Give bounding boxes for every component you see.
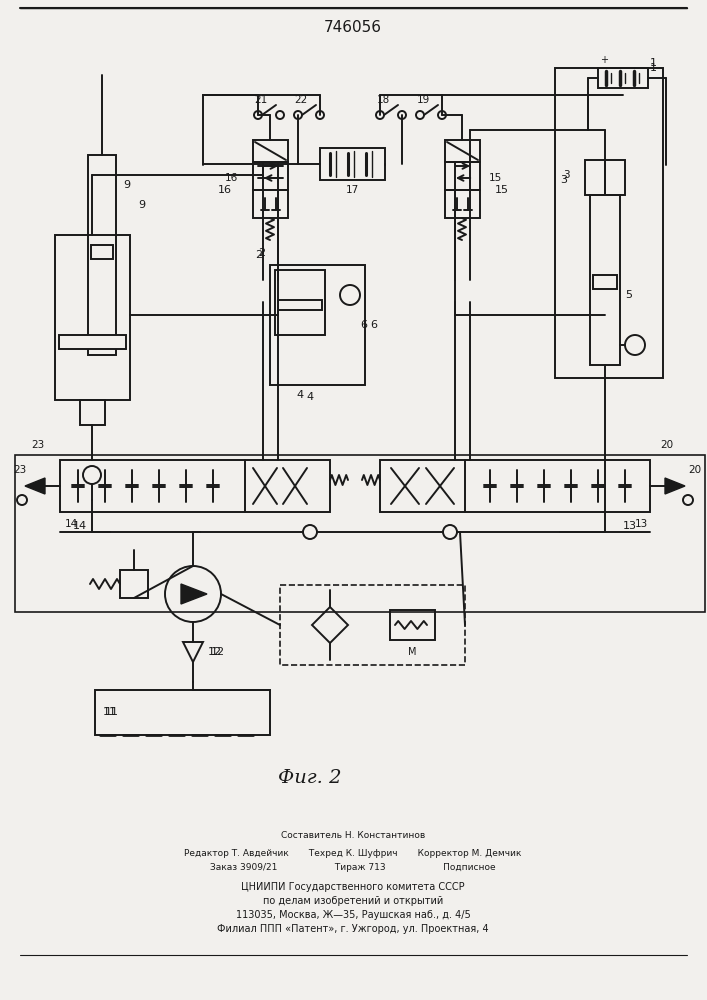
Bar [278,300,322,310]
Text: 13: 13 [623,521,637,531]
Text: 14: 14 [73,521,87,531]
Text: +: + [600,55,608,65]
Text: 6: 6 [370,320,377,330]
Bar [445,190,480,218]
Text: 15: 15 [489,173,502,183]
Bar [80,400,105,425]
Bar [95,690,270,735]
Text: 23: 23 [31,440,45,450]
Text: 113035, Москва, Ж—35, Раушская наб., д. 4/5: 113035, Москва, Ж—35, Раушская наб., д. … [235,910,470,920]
Text: 1: 1 [650,63,657,73]
Text: 17: 17 [346,185,358,195]
Bar [253,162,288,190]
Text: M: M [408,647,416,657]
Bar [390,610,435,640]
Text: 3: 3 [560,175,567,185]
Bar [253,140,288,162]
Polygon shape [181,584,207,604]
Text: Редактор Т. Авдейчик       Техред К. Шуфрич       Корректор М. Демчик: Редактор Т. Авдейчик Техред К. Шуфрич Ко… [185,848,522,857]
Bar [585,160,625,195]
Text: 14: 14 [65,519,78,529]
Text: 20: 20 [688,465,701,475]
Bar [120,570,148,598]
Text: Заказ 3909/21                    Тираж 713                    Подписное: Заказ 3909/21 Тираж 713 Подписное [210,862,496,871]
Text: Филиал ППП «Патент», г. Ужгород, ул. Проектная, 4: Филиал ППП «Патент», г. Ужгород, ул. Про… [217,924,489,934]
Text: 4: 4 [306,392,314,402]
Text: 13: 13 [635,519,648,529]
Text: 15: 15 [495,185,509,195]
Bar [270,265,365,385]
Polygon shape [25,478,45,494]
Text: 5: 5 [625,290,632,300]
Text: 16: 16 [218,185,232,195]
Text: 21: 21 [255,95,268,105]
Bar [555,68,663,378]
Bar [598,68,648,88]
Bar [88,155,116,355]
Text: Составитель Н. Константинов: Составитель Н. Константинов [281,830,425,840]
Bar [59,335,126,349]
Text: ЦНИИПИ Государственного комитета СССР: ЦНИИПИ Государственного комитета СССР [241,882,464,892]
Text: 9: 9 [123,180,130,190]
Text: 1: 1 [650,58,657,68]
Text: 6: 6 [360,320,367,330]
Circle shape [443,525,457,539]
Text: 18: 18 [376,95,390,105]
Text: 746056: 746056 [324,19,382,34]
Polygon shape [665,478,685,494]
Bar [445,162,480,190]
Bar [593,275,617,289]
Bar [275,270,325,335]
Bar [55,235,130,400]
Text: Фиг. 2: Фиг. 2 [279,769,341,787]
Text: 4: 4 [296,390,303,400]
Text: 16: 16 [224,173,238,183]
Text: 20: 20 [660,440,673,450]
Bar [15,455,705,612]
Text: 9: 9 [138,200,145,210]
Text: 12: 12 [211,647,225,657]
Bar [60,460,330,512]
Text: 2: 2 [255,250,262,260]
Text: 11: 11 [103,707,117,717]
Bar [320,148,385,180]
Text: 2: 2 [258,248,265,258]
Bar [280,585,465,665]
Text: 11: 11 [105,707,119,717]
Text: 23: 23 [13,465,27,475]
Bar [253,190,288,218]
Text: 22: 22 [294,95,308,105]
Bar [590,195,620,365]
Text: 19: 19 [416,95,430,105]
Circle shape [303,525,317,539]
Bar [91,245,113,259]
Bar [445,140,480,162]
Bar [380,460,650,512]
Text: по делам изобретений и открытий: по делам изобретений и открытий [263,896,443,906]
Text: 3: 3 [563,170,570,180]
Text: 12: 12 [208,647,222,657]
